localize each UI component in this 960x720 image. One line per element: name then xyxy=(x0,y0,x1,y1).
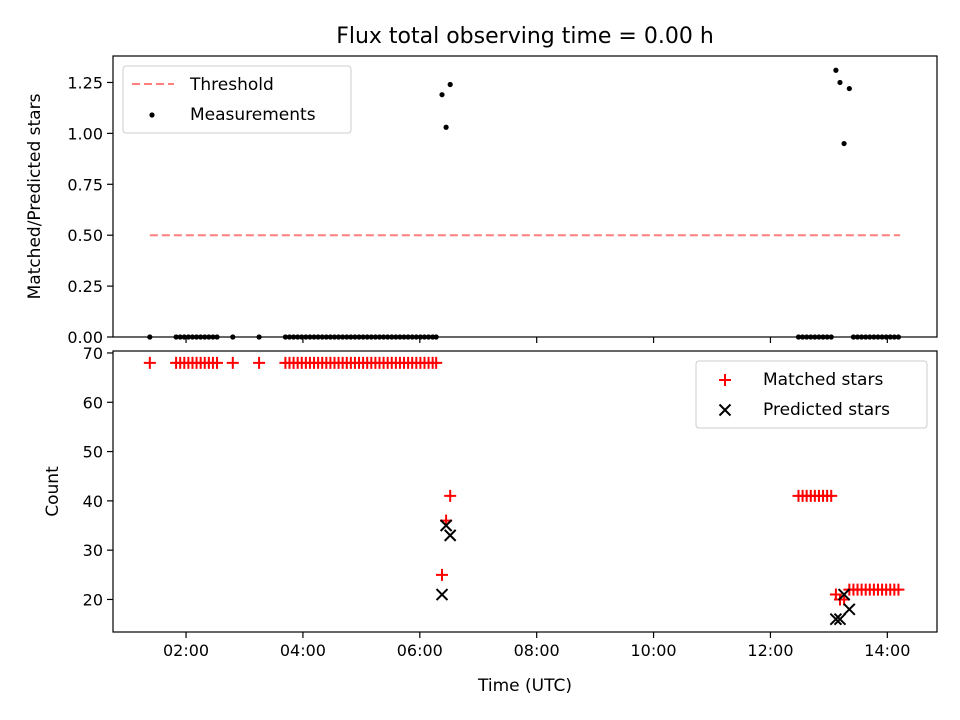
predicted-star-point xyxy=(833,612,847,626)
plot-frame xyxy=(112,55,938,338)
predicted-star-point xyxy=(443,529,457,542)
matched-star-point xyxy=(430,356,443,369)
measurement-point xyxy=(841,140,847,147)
legend-box xyxy=(695,360,928,429)
y-tick-label: 60 xyxy=(83,393,103,412)
x-tick-label: 14:00 xyxy=(864,641,910,660)
matched-star-point xyxy=(892,583,905,596)
measurement-point xyxy=(447,81,453,88)
y-tick-label: 0.50 xyxy=(67,226,103,245)
matched-star-point xyxy=(253,356,266,369)
y-tick-label: 20 xyxy=(83,590,103,609)
matched-star-point xyxy=(825,489,838,502)
x-tick-label: 12:00 xyxy=(747,641,793,660)
y-tick-label: 30 xyxy=(83,541,103,560)
matched-star-point xyxy=(444,489,457,502)
y-tick-label: 0.00 xyxy=(67,328,103,347)
measurement-point xyxy=(833,67,839,73)
y-axis-label: Count xyxy=(43,466,63,517)
legend: Matched stars Predicted stars xyxy=(695,360,928,429)
y-axis-label: Matched/Predicted stars xyxy=(25,93,45,299)
y-tick-label: 50 xyxy=(83,443,103,462)
measurement-point xyxy=(837,79,843,86)
y-tick-label: 1.25 xyxy=(67,73,103,92)
x-tick-label: 08:00 xyxy=(514,641,560,660)
legend: Threshold Measurements xyxy=(122,65,352,134)
measurement-point xyxy=(443,124,449,130)
predicted-star-point xyxy=(843,603,856,616)
ratio-panel: 0.00 0.25 0.50 0.75 1.00 1.25 Matched/Predicte… xyxy=(25,55,938,347)
x-tick-label: 06:00 xyxy=(397,641,443,660)
x-tick-label: 02:00 xyxy=(163,641,209,660)
measurement-point xyxy=(439,92,445,98)
legend-predicted-swatch xyxy=(718,403,732,417)
matched-star-point xyxy=(211,356,224,369)
legend-predicted-label: Predicted stars xyxy=(763,400,890,420)
y-tick-label: 70 xyxy=(83,344,103,363)
legend-box xyxy=(122,65,352,134)
predicted-star-point xyxy=(837,588,851,601)
x-axis-label: Time (UTC) xyxy=(477,676,572,696)
y-tick-label: 40 xyxy=(83,492,103,511)
predicted-star-point xyxy=(439,519,453,532)
legend-measurements-swatch xyxy=(149,112,155,118)
y-tick-label: 0.25 xyxy=(67,277,103,296)
x-tick-label: 10:00 xyxy=(631,641,677,660)
chart-title: Flux total observing time = 0.00 h xyxy=(336,24,714,49)
count-panel: 20 30 40 50 60 70 02:00 04:00 06:00 08:00 10:00 12:… xyxy=(43,344,938,660)
predicted-star-point xyxy=(829,612,843,626)
legend-threshold-label: Threshold xyxy=(189,75,274,95)
x-tick-label: 04:00 xyxy=(280,641,326,660)
predicted-star-point xyxy=(435,588,449,601)
matched-star-point xyxy=(226,356,239,369)
legend-matched-swatch xyxy=(719,374,731,386)
matched-star-point xyxy=(143,356,156,369)
legend-measurements-label: Measurements xyxy=(190,105,316,125)
y-tick-label: 0.75 xyxy=(67,175,103,194)
measurement-point xyxy=(846,85,852,92)
y-tick-label: 1.00 xyxy=(67,124,103,143)
plot-frame xyxy=(112,350,938,633)
matched-star-point xyxy=(436,568,449,581)
legend-matched-label: Matched stars xyxy=(763,370,883,390)
